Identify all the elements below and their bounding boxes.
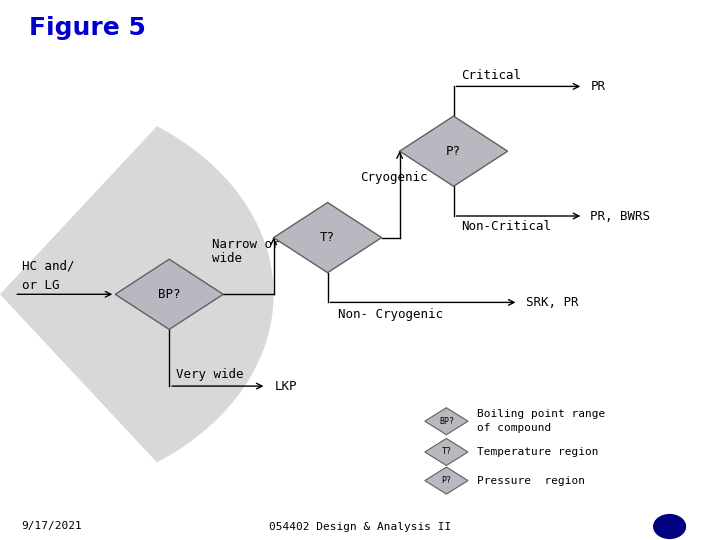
Polygon shape	[400, 116, 508, 186]
Text: 9/17/2021: 9/17/2021	[22, 522, 82, 531]
Text: Critical: Critical	[461, 69, 521, 82]
Text: Non-Critical: Non-Critical	[461, 220, 551, 233]
Polygon shape	[274, 202, 382, 273]
Circle shape	[654, 515, 685, 538]
Polygon shape	[425, 438, 468, 465]
Text: HC and/: HC and/	[22, 260, 74, 273]
Text: Figure 5: Figure 5	[29, 16, 145, 40]
Text: P?: P?	[446, 145, 461, 158]
Polygon shape	[115, 259, 223, 329]
Text: wide: wide	[212, 252, 243, 265]
Text: Narrow or: Narrow or	[212, 238, 280, 251]
Text: Very wide: Very wide	[176, 368, 244, 381]
Text: LKP: LKP	[275, 380, 297, 393]
Text: 12: 12	[674, 522, 688, 531]
Text: PR, BWRS: PR, BWRS	[590, 210, 650, 222]
Polygon shape	[425, 467, 468, 494]
Text: BP?: BP?	[158, 288, 181, 301]
Text: Boiling point range: Boiling point range	[477, 409, 605, 419]
Text: BP?: BP?	[439, 417, 454, 426]
Text: PR: PR	[590, 80, 606, 93]
Text: P?: P?	[441, 476, 451, 485]
Text: T?: T?	[320, 231, 335, 244]
Text: Temperature region: Temperature region	[477, 447, 598, 457]
Text: Non- Cryogenic: Non- Cryogenic	[338, 308, 444, 321]
Text: T?: T?	[441, 448, 451, 456]
Polygon shape	[425, 408, 468, 435]
Text: SRK, PR: SRK, PR	[526, 296, 578, 309]
Polygon shape	[0, 126, 274, 462]
Text: 054402 Design & Analysis II: 054402 Design & Analysis II	[269, 522, 451, 531]
Text: of compound: of compound	[477, 423, 551, 433]
Text: Pressure  region: Pressure region	[477, 476, 585, 485]
Text: Cryogenic: Cryogenic	[360, 171, 428, 184]
Text: or LG: or LG	[22, 279, 59, 292]
